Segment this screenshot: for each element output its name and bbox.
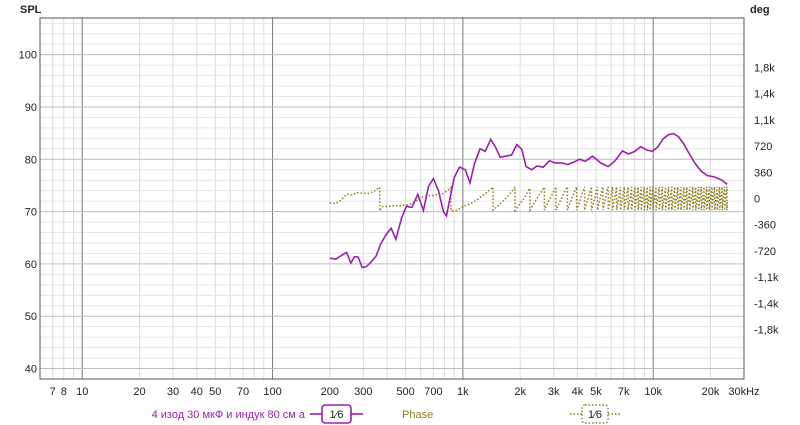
x-tick-label: 10k — [644, 386, 662, 398]
x-tick-label: 500 — [396, 386, 414, 398]
x-tick-label: 1k — [457, 386, 469, 398]
y-left-axis-title: SPL — [20, 4, 42, 16]
major-gridlines — [40, 18, 744, 379]
x-axis-tick-labels: 7 8 10 20 30 40 50 70 100 200 300 500 700 1k 2k 3k 4k 5k 7… — [50, 386, 760, 398]
y-right-tick-label: 1,8k — [754, 62, 775, 74]
y-left-tick-label: 90 — [25, 102, 37, 114]
y-left-tick-label: 40 — [25, 364, 37, 376]
x-tick-label: 200 — [321, 386, 339, 398]
y-left-tick-label: 80 — [25, 154, 37, 166]
y-right-tick-label: -1,1k — [754, 272, 779, 284]
legend-smoothing-label-spl: 1⁄6 — [329, 409, 343, 421]
x-tick-label: 5k — [590, 386, 602, 398]
y-right-tick-labels: 1,8k 1,4k 1,1k 720 360 0 -360 -720 -1,1k -1,4k -1,… — [754, 62, 779, 336]
x-tick-label: 700 — [424, 386, 442, 398]
y-right-tick-label: 1,1k — [754, 115, 775, 127]
legend-label-spl[interactable]: 4 изод 30 мкФ и индук 80 см а — [152, 409, 306, 421]
y-left-tick-label: 50 — [25, 311, 37, 323]
x-tick-label: 100 — [263, 386, 281, 398]
x-tick-label: 70 — [237, 386, 249, 398]
legend-smoothing-label-phase: 1⁄6 — [588, 409, 602, 421]
x-tick-label: 7 — [50, 386, 56, 398]
x-tick-label: 2k — [514, 386, 526, 398]
x-tick-label: 7k — [618, 386, 630, 398]
spl-series-line — [329, 132, 728, 269]
minor-gridlines — [39, 18, 745, 379]
x-tick-label: 8 — [61, 386, 67, 398]
legend: 4 изод 30 мкФ и индук 80 см а 1⁄6 Phase … — [152, 404, 620, 424]
x-tick-label: 3k — [548, 386, 560, 398]
x-tick-label: 50 — [209, 386, 221, 398]
phase-series-line — [329, 184, 729, 214]
x-tick-label: 10 — [76, 386, 88, 398]
y-right-tick-label: 720 — [754, 141, 772, 153]
y-left-tick-label: 60 — [25, 259, 37, 271]
y-right-tick-label: 0 — [754, 194, 760, 206]
y-right-tick-label: -720 — [754, 246, 776, 258]
plot-background — [40, 18, 744, 379]
x-tick-label: 20k — [702, 386, 720, 398]
y-left-tick-labels: 40 50 60 70 80 90 100 — [19, 50, 37, 376]
y-left-tick-label: 70 — [25, 207, 37, 219]
plot-frame — [39, 17, 745, 380]
y-right-axis-title: deg — [750, 4, 770, 16]
y-left-tick-label: 100 — [19, 50, 37, 62]
legend-label-phase[interactable]: Phase — [402, 409, 433, 421]
y-right-tick-label: 1,4k — [754, 89, 775, 101]
y-right-tick-label: -1,8k — [754, 325, 779, 337]
x-tick-label: 4k — [572, 386, 584, 398]
x-tick-label: 30kHz — [728, 386, 759, 398]
y-right-tick-label: 360 — [754, 167, 772, 179]
y-right-tick-label: -1,4k — [754, 298, 779, 310]
x-tick-label: 20 — [133, 386, 145, 398]
x-tick-label: 30 — [167, 386, 179, 398]
y-right-tick-label: -360 — [754, 220, 776, 232]
x-tick-label: 40 — [191, 386, 203, 398]
x-tick-label: 300 — [354, 386, 372, 398]
legend-smoothing-box-phase[interactable] — [581, 404, 609, 424]
